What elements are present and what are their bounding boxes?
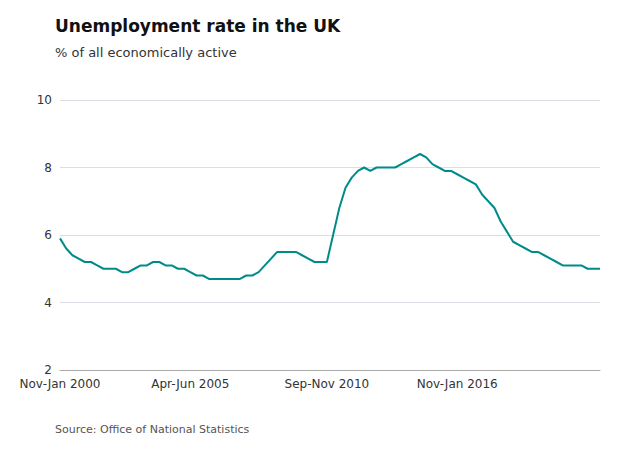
svg-text:Unemployment rate in the UK: Unemployment rate in the UK: [55, 16, 341, 36]
svg-text:Nov-Jan 2000: Nov-Jan 2000: [20, 377, 101, 391]
svg-text:Sep-Nov 2010: Sep-Nov 2010: [285, 377, 370, 391]
svg-text:4: 4: [44, 296, 52, 310]
svg-text:Nov-Jan 2016: Nov-Jan 2016: [417, 377, 498, 391]
svg-text:Source: Office of National Sta: Source: Office of National Statistics: [55, 423, 250, 436]
svg-text:10: 10: [37, 93, 52, 107]
svg-text:2: 2: [44, 363, 52, 377]
svg-text:8: 8: [44, 161, 52, 175]
svg-text:6: 6: [44, 228, 52, 242]
svg-text:% of all economically active: % of all economically active: [55, 45, 237, 60]
svg-text:Apr-Jun 2005: Apr-Jun 2005: [151, 377, 229, 391]
